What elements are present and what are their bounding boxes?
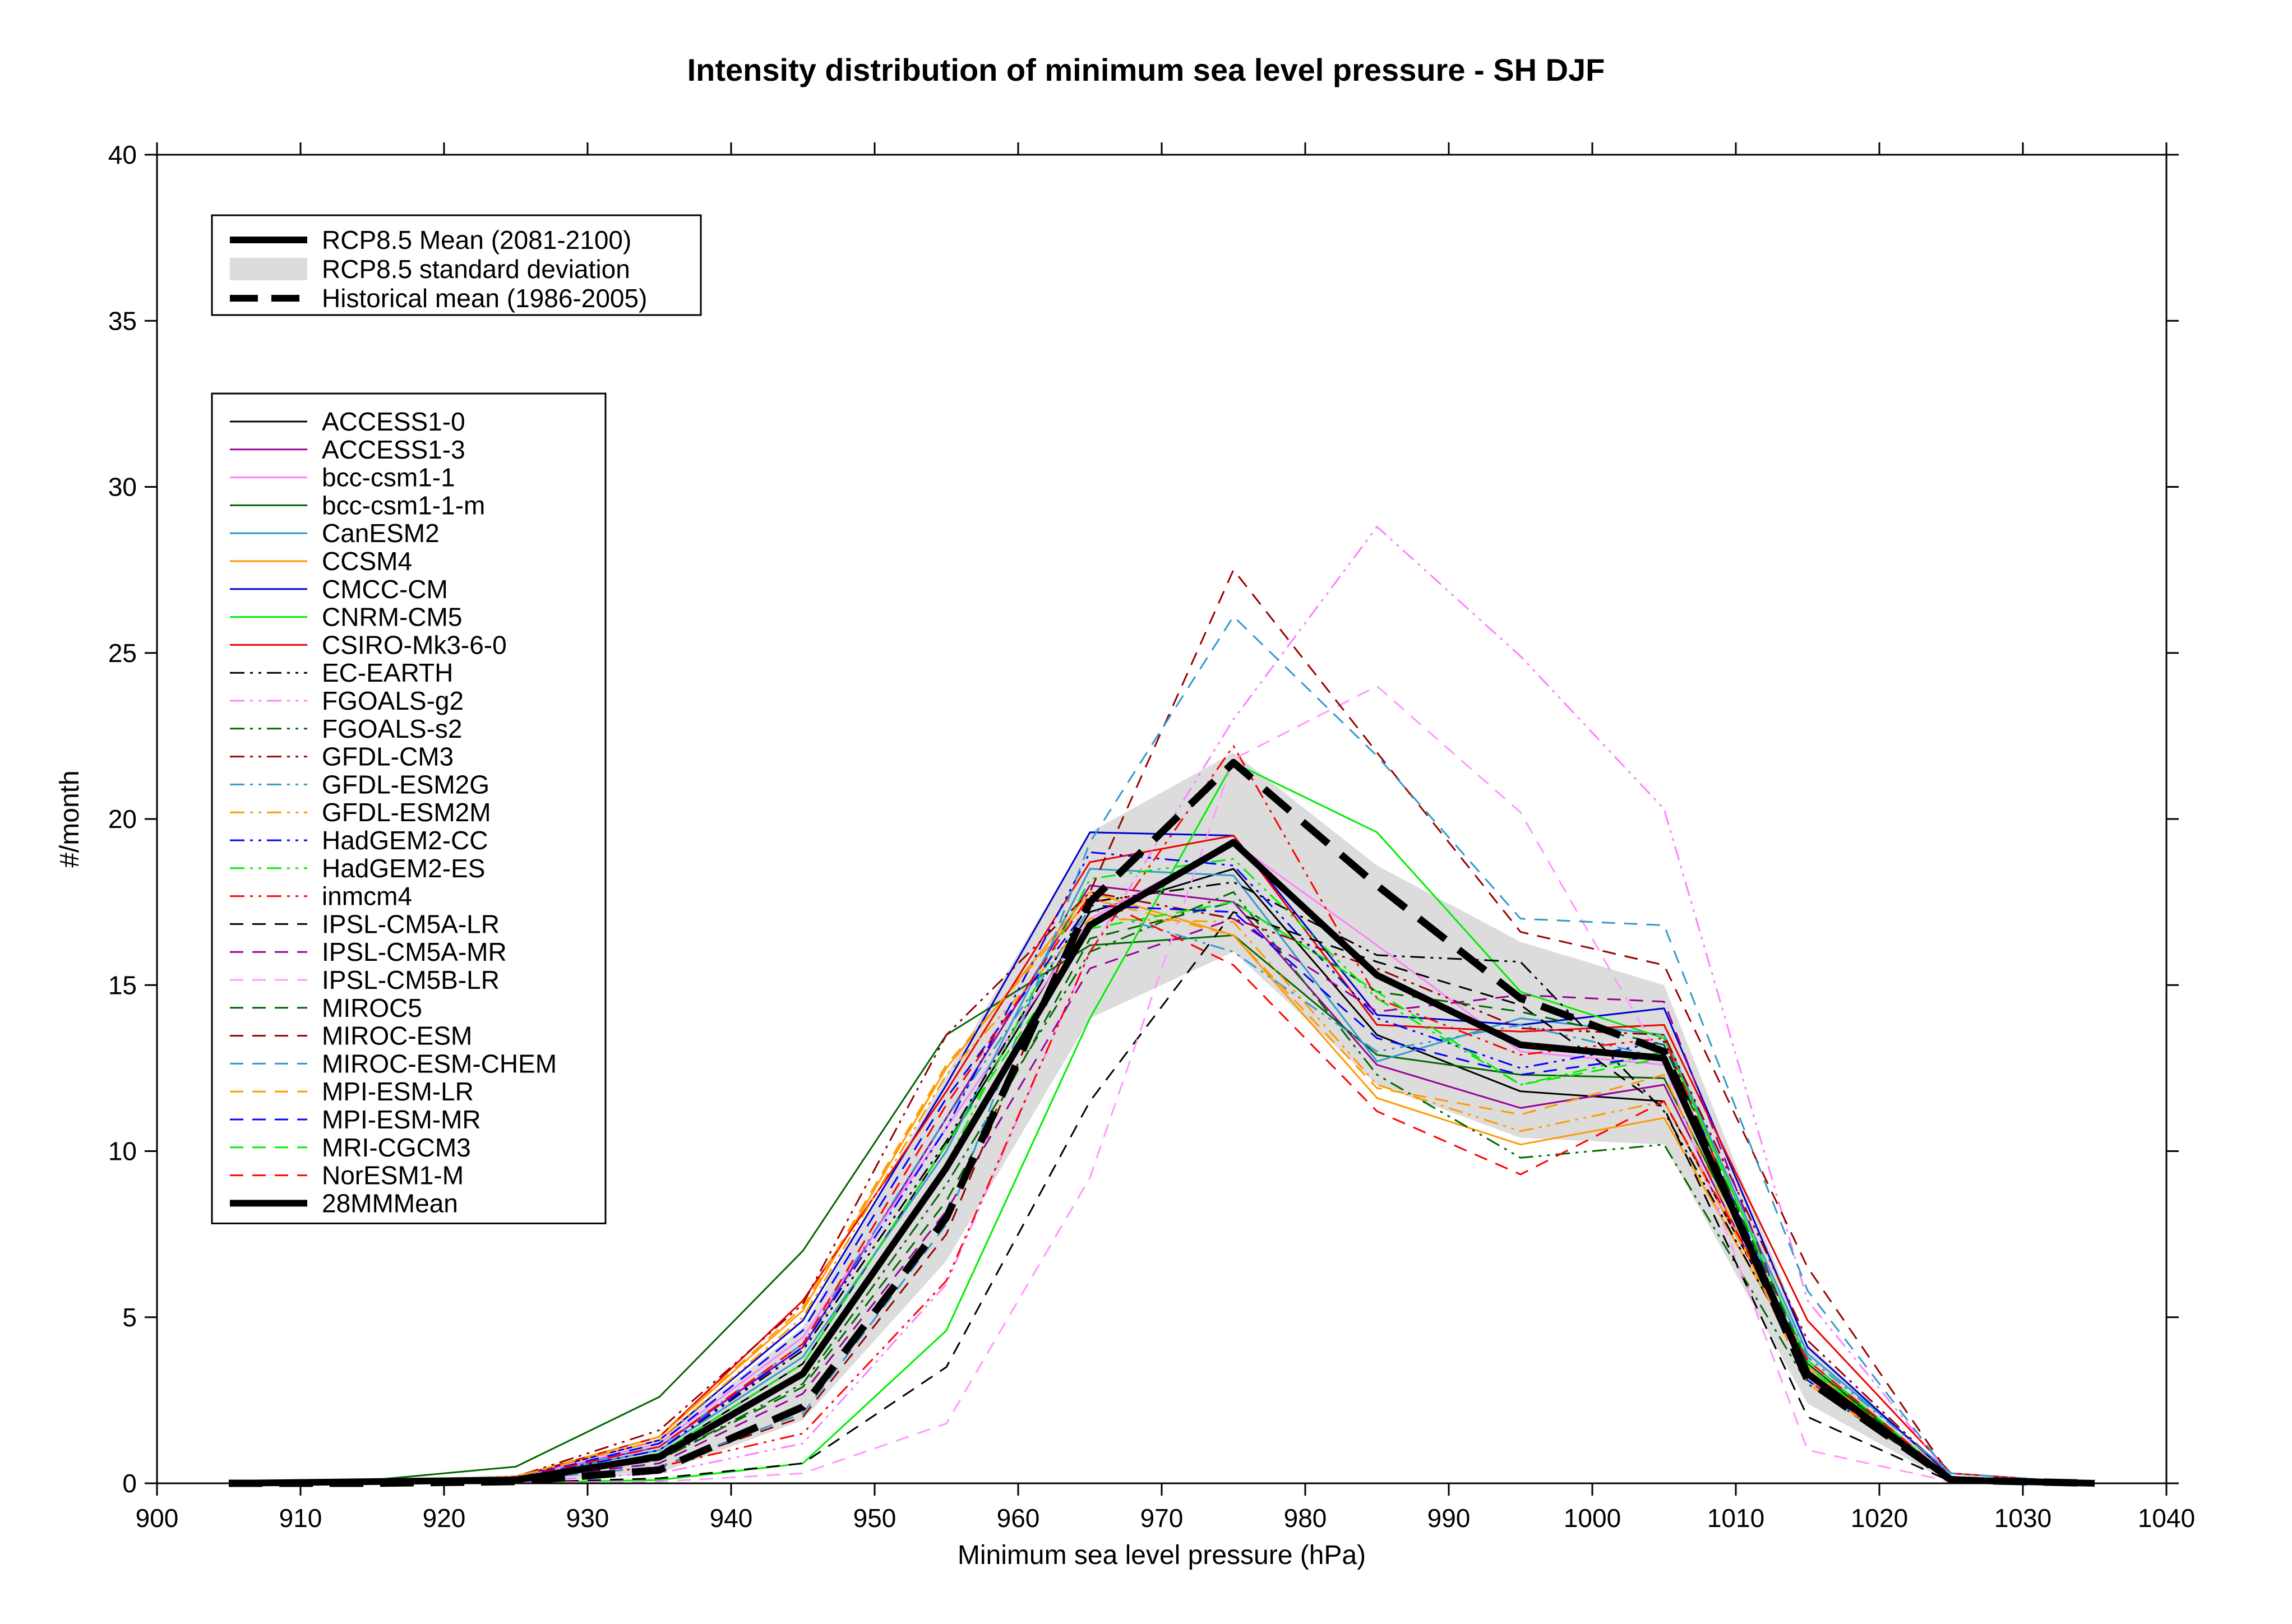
legend-label-csiro-mk3-6-0: CSIRO-Mk3-6-0 [322,630,507,659]
legend-label-multimodel-mean: 28MMMean [322,1188,458,1218]
x-tick-label: 930 [566,1503,609,1533]
summary-legend-label: RCP8.5 Mean (2081-2100) [322,225,631,255]
legend-label-bcc-csm1-1-m: bcc-csm1-1-m [322,491,485,520]
x-tick-label: 980 [1284,1503,1327,1533]
legend-label-access1-3: ACCESS1-3 [322,435,465,464]
legend-label-inmcm4: inmcm4 [322,882,412,911]
y-tick-label: 5 [122,1303,137,1332]
x-tick-label: 960 [997,1503,1040,1533]
legend-label-cnrm-cm5: CNRM-CM5 [322,603,462,632]
legend-label-ipsl-cm5a-lr: IPSL-CM5A-LR [322,909,500,938]
rcp-mean-line [228,839,2095,1487]
x-tick-label: 910 [279,1503,322,1533]
mean-lines [228,758,2095,1487]
series-line-miroc-esm [228,569,2095,1484]
x-tick-label: 900 [136,1503,179,1533]
series-line-miroc5 [228,901,2095,1484]
x-tick-label: 1020 [1851,1503,1908,1533]
legend-label-miroc-esm: MIROC-ESM [322,1021,472,1051]
legend-swatch-rcp-sd [230,258,307,280]
model-legend: ACCESS1-0ACCESS1-3bcc-csm1-1bcc-csm1-1-m… [211,392,607,1224]
legend-label-noresm1-m: NorESM1-M [322,1161,464,1190]
summary-legend-label: Historical mean (1986-2005) [322,284,647,313]
x-tick-label: 1010 [1707,1503,1764,1533]
x-tick-label: 970 [1140,1503,1184,1533]
legend-label-ipsl-cm5a-mr: IPSL-CM5A-MR [322,937,507,966]
series-line-miroc-esm-chem [228,616,2095,1484]
x-tick-label: 990 [1427,1503,1471,1533]
legend-label-fgoals-s2: FGOALS-s2 [322,714,463,743]
y-tick-label: 15 [108,970,137,1000]
legend-label-gfdl-cm3: GFDL-CM3 [322,742,454,771]
rcp-sd-band-area [229,752,2095,1483]
legend-label-cmcc-cm: CMCC-CM [322,575,448,604]
series-line-mri-cgcm3 [228,901,2095,1484]
legend-label-bcc-csm1-1: bcc-csm1-1 [322,463,455,492]
x-tick-label: 940 [710,1503,753,1533]
y-tick-label: 35 [108,306,137,335]
y-tick-label: 0 [122,1469,137,1498]
legend-label-access1-0: ACCESS1-0 [322,407,465,436]
legend-label-fgoals-g2: FGOALS-g2 [322,686,464,715]
summary-legend-label: RCP8.5 standard deviation [322,255,630,284]
x-tick-label: 920 [423,1503,466,1533]
chart-title: Intensity distribution of minimum sea le… [687,52,1605,87]
legend-label-hadgem2-es: HadGEM2-ES [322,854,485,883]
y-tick-label: 25 [108,639,137,668]
legend-label-mri-cgcm3: MRI-CGCM3 [322,1133,471,1162]
legend-label-miroc-esm-chem: MIROC-ESM-CHEM [322,1049,557,1078]
y-axis-title: #/month [55,770,85,867]
legend-label-gfdl-esm2g: GFDL-ESM2G [322,770,489,799]
legend-label-hadgem2-cc: HadGEM2-CC [322,826,488,855]
x-axis-title: Minimum sea level pressure (hPa) [958,1540,1366,1570]
legend-label-ec-earth: EC-EARTH [322,658,453,687]
legend-label-ipsl-cm5b-lr: IPSL-CM5B-LR [322,965,500,994]
series-line-fgoals-s2 [228,891,2095,1484]
x-tick-label: 1030 [1994,1503,2051,1533]
y-tick-label: 20 [108,804,137,834]
summary-legend: RCP8.5 Mean (2081-2100)RCP8.5 standard d… [211,214,702,316]
legend-label-ccsm4: CCSM4 [322,547,412,576]
rcp-sd-band [229,752,2095,1483]
legend-label-gfdl-esm2m: GFDL-ESM2M [322,798,491,827]
x-tick-label: 1000 [1564,1503,1621,1533]
y-tick-label: 10 [108,1137,137,1166]
x-tick-label: 1040 [2138,1503,2195,1533]
series-line-ipsl-cm5a-lr [229,911,2095,1484]
legend-label-canesm2: CanESM2 [322,519,440,548]
legend-label-mpi-esm-mr: MPI-ESM-MR [322,1105,481,1134]
model-legend-box [211,392,607,1224]
y-tick-label: 30 [108,473,137,502]
x-tick-label: 950 [853,1503,897,1533]
legend-label-miroc5: MIROC5 [322,993,422,1022]
axis-ticks: 900 910 920 930 940 950 960 970 980 990 1000 1010 10… [108,140,2195,1533]
y-tick-label: 40 [108,140,137,169]
legend-label-mpi-esm-lr: MPI-ESM-LR [322,1077,474,1106]
